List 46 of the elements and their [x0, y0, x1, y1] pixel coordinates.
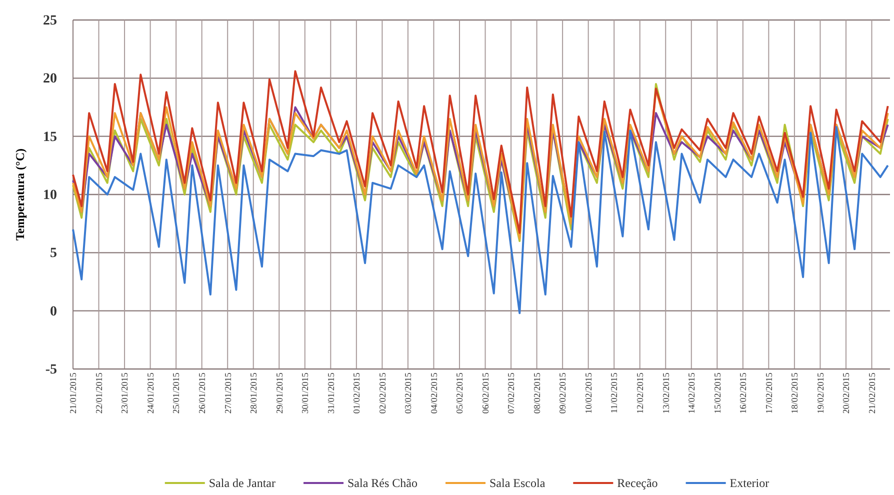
x-tick-label: 26/01/2015 — [196, 372, 207, 414]
x-tick-label: 27/01/2015 — [222, 372, 233, 414]
x-tick-label: 28/01/2015 — [248, 372, 259, 414]
x-tick-label: 21/01/2015 — [68, 372, 78, 414]
y-tick-label: 10 — [43, 188, 57, 203]
y-tick-label: 20 — [43, 72, 57, 87]
x-tick-label: 06/02/2015 — [480, 372, 490, 414]
legend-label: Exterior — [730, 476, 770, 490]
y-tick-label: 0 — [50, 304, 57, 320]
x-tick-label: 14/02/2015 — [686, 372, 697, 414]
x-tick-label: 31/01/2015 — [326, 372, 336, 414]
x-tick-label: 13/02/2015 — [660, 372, 671, 414]
y-tick-label: 15 — [43, 130, 57, 145]
x-tick-label: 09/02/2015 — [558, 372, 568, 414]
x-tick-label: 19/02/2015 — [815, 372, 826, 414]
x-tick-label: 22/01/2015 — [94, 372, 104, 414]
x-tick-label: 29/01/2015 — [274, 372, 284, 414]
x-tick-label: 15/02/2015 — [712, 372, 722, 414]
legend-label: Receção — [617, 476, 658, 490]
x-tick-label: 18/02/2015 — [790, 372, 800, 414]
x-tick-label: 23/01/2015 — [120, 372, 130, 414]
legend-label: Sala Escola — [490, 476, 546, 490]
x-tick-label: 11/02/2015 — [609, 372, 620, 414]
x-tick-label: 16/02/2015 — [738, 372, 748, 414]
legend-label: Sala de Jantar — [208, 476, 276, 490]
x-tick-label: 12/02/2015 — [635, 372, 646, 414]
legend-label: Sala Rés Chão — [348, 476, 418, 490]
y-tick-label: 5 — [50, 246, 57, 262]
y-tick-label: 25 — [43, 13, 57, 28]
x-tick-label: 01/02/2015 — [352, 372, 362, 414]
x-tick-label: 17/02/2015 — [764, 372, 774, 414]
x-tick-label: 24/01/2015 — [145, 372, 156, 414]
x-tick-label: 05/02/2015 — [454, 372, 465, 414]
x-tick-label: 02/02/2015 — [377, 372, 388, 414]
x-tick-label: 03/02/2015 — [403, 372, 414, 414]
y-axis-title: Temperatura (°C) — [13, 148, 27, 241]
x-tick-label: 30/01/2015 — [300, 372, 310, 414]
x-tick-label: 10/02/2015 — [583, 372, 594, 414]
y-tick-label: -5 — [45, 362, 57, 378]
x-tick-label: 20/02/2015 — [841, 372, 852, 414]
x-tick-label: 25/01/2015 — [171, 372, 182, 414]
x-tick-label: 04/02/2015 — [428, 372, 439, 414]
x-tick-label: 08/02/2015 — [532, 372, 542, 414]
x-tick-label: 07/02/2015 — [506, 372, 516, 414]
x-tick-label: 21/02/2015 — [866, 372, 877, 414]
line-series — [72, 126, 889, 314]
